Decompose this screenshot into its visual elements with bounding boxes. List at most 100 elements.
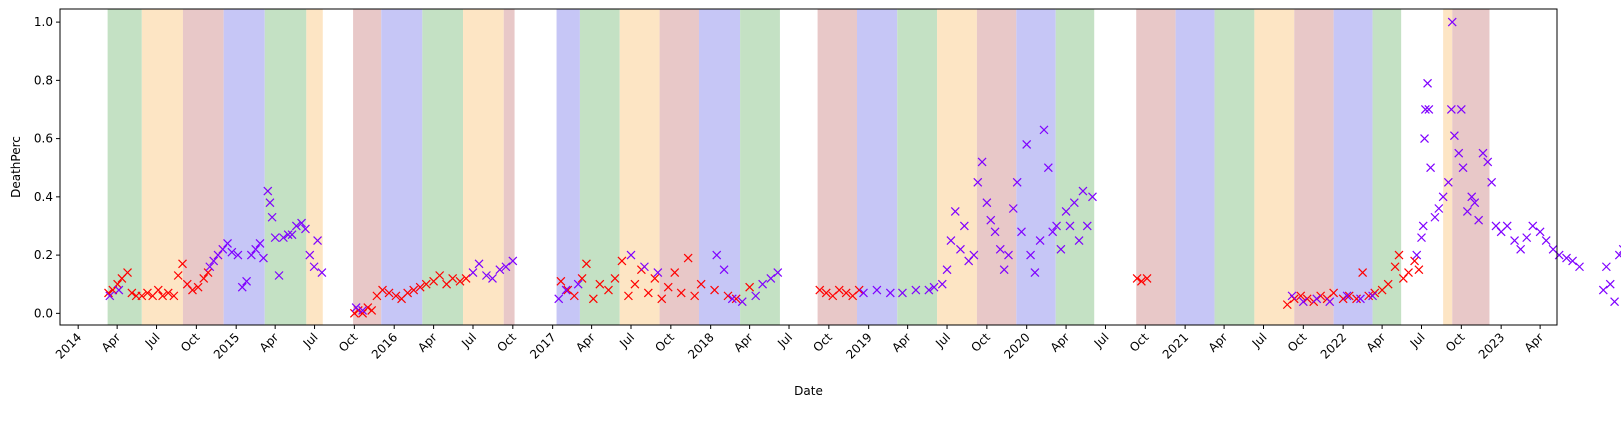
marker-stroke — [1430, 212, 1440, 222]
data-point-red — [421, 279, 431, 289]
marker-stroke — [588, 294, 598, 304]
marker-stroke — [1078, 186, 1088, 196]
marker-stroke — [435, 271, 445, 280]
marker-stroke — [1296, 291, 1306, 301]
season-band-winter — [856, 9, 898, 325]
data-point-purple — [1078, 186, 1088, 196]
marker-stroke — [301, 224, 310, 234]
season-band-summer — [619, 9, 660, 325]
marker-stroke — [1012, 177, 1022, 187]
marker-stroke — [309, 262, 319, 272]
season-band-winter — [381, 9, 423, 325]
data-point-red — [163, 288, 173, 298]
marker-stroke — [1438, 192, 1448, 202]
marker-stroke — [1065, 221, 1075, 231]
data-point-purple — [1287, 291, 1297, 301]
marker-stroke — [488, 273, 497, 283]
y-tick-label: 1.0 — [34, 15, 53, 29]
data-point-purple — [773, 268, 783, 278]
marker-stroke — [267, 212, 277, 222]
marker-stroke — [657, 294, 667, 304]
data-point-purple — [1342, 291, 1352, 301]
marker-stroke — [1329, 288, 1339, 298]
data-point-red — [588, 294, 598, 304]
marker-stroke — [1048, 227, 1058, 237]
marker-stroke — [1458, 163, 1468, 173]
marker-stroke — [1022, 140, 1032, 149]
marker-stroke — [1474, 215, 1484, 225]
data-point-purple — [977, 157, 987, 167]
data-point-purple — [1502, 221, 1512, 231]
marker-stroke — [1467, 192, 1477, 202]
data-point-purple — [246, 250, 256, 260]
marker-stroke — [259, 253, 268, 263]
data-point-purple — [251, 244, 261, 254]
data-point-purple — [1614, 250, 1621, 260]
marker-stroke — [378, 285, 387, 295]
season-band-spring — [1372, 9, 1402, 325]
x-tick-label: Jul — [458, 330, 479, 351]
data-point-purple — [223, 239, 232, 248]
x-tick-label: 2023 — [1476, 330, 1507, 361]
data-point-red — [577, 273, 587, 283]
marker-stroke — [1598, 285, 1608, 295]
data-point-red — [676, 288, 686, 298]
data-point-purple — [1474, 215, 1484, 225]
marker-stroke — [223, 239, 232, 248]
data-point-purple — [950, 206, 960, 216]
marker-stroke — [1614, 252, 1621, 260]
marker-stroke — [766, 273, 776, 283]
marker-stroke — [1601, 262, 1611, 272]
data-point-red — [178, 259, 187, 269]
marker-stroke — [163, 288, 173, 298]
season-band-autumn — [353, 9, 382, 325]
marker-stroke — [731, 294, 741, 304]
marker-stroke — [1446, 105, 1456, 114]
season-band-summer — [306, 9, 323, 325]
marker-stroke — [815, 285, 825, 295]
x-tick-label: Oct — [336, 330, 361, 355]
marker-stroke — [630, 279, 640, 289]
marker-stroke — [1491, 221, 1501, 231]
marker-stroke — [1136, 276, 1146, 286]
marker-stroke — [270, 233, 280, 243]
data-point-red — [127, 288, 137, 298]
marker-stroke — [1541, 236, 1551, 245]
marker-stroke — [973, 177, 983, 187]
marker-stroke — [1483, 157, 1493, 167]
data-point-red — [1390, 262, 1400, 272]
marker-stroke — [123, 268, 132, 278]
x-axis-title: Date — [794, 384, 823, 398]
marker-stroke — [1082, 221, 1092, 231]
data-point-purple — [719, 265, 729, 275]
x-tick-label: Apr — [415, 330, 440, 355]
marker-stroke — [1522, 233, 1532, 243]
marker-stroke — [710, 285, 719, 295]
marker-stroke — [203, 268, 213, 278]
data-point-purple — [1325, 297, 1335, 307]
marker-stroke — [956, 244, 965, 254]
data-point-purple — [959, 221, 969, 231]
data-point-red — [1358, 268, 1368, 278]
season-band-spring — [264, 9, 307, 325]
data-point-purple — [885, 288, 895, 298]
marker-stroke — [1030, 268, 1040, 278]
x-tick-label: Oct — [1443, 330, 1468, 355]
marker-stroke — [1142, 273, 1152, 283]
data-point-purple — [105, 291, 115, 301]
x-tick-label: Oct — [1127, 330, 1152, 355]
data-point-purple — [1298, 297, 1308, 307]
marker-stroke — [1535, 227, 1545, 237]
season-bands — [107, 9, 1490, 325]
marker-stroke — [218, 244, 228, 254]
data-point-purple — [1562, 253, 1571, 263]
marker-stroke — [1352, 294, 1361, 304]
data-point-purple — [1426, 163, 1436, 173]
data-point-red — [581, 259, 591, 269]
season-band-summer — [937, 9, 977, 325]
marker-stroke — [569, 291, 579, 301]
marker-stroke — [278, 233, 288, 243]
marker-stroke — [415, 282, 425, 292]
marker-stroke — [1298, 297, 1308, 307]
data-point-purple — [1312, 294, 1322, 304]
